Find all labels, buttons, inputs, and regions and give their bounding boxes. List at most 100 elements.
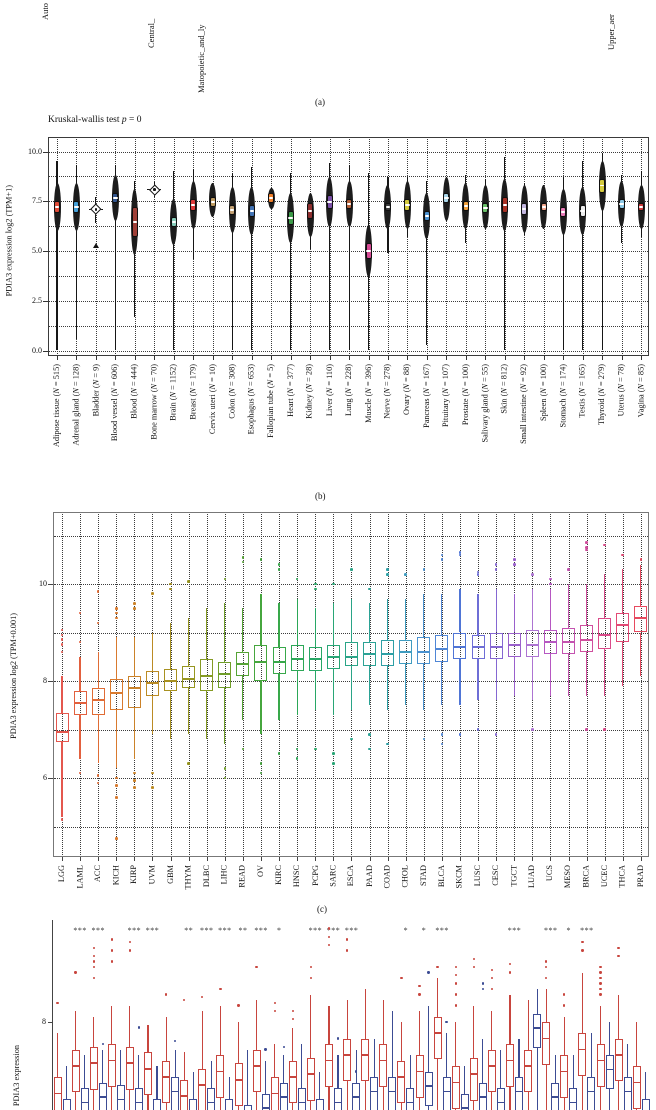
grid-vline [115, 139, 117, 354]
outlier-dot [282, 1045, 285, 1048]
median-line [234, 1078, 243, 1081]
outlier-dot [599, 982, 602, 985]
x-tick-mark [563, 356, 565, 360]
median-line [379, 1059, 388, 1062]
median-line [596, 1059, 605, 1062]
violin-body [579, 187, 587, 236]
outlier-dot [603, 543, 606, 547]
italic-n: N [499, 388, 509, 394]
sig-stars: ** [184, 926, 194, 935]
box [453, 632, 467, 660]
violin-body [306, 193, 314, 238]
median-dash [619, 203, 624, 206]
whisker-upper [536, 989, 538, 1014]
outlier-dot [169, 587, 172, 591]
x-tick-mark [387, 356, 389, 360]
sig-stars: *** [580, 926, 594, 935]
grid-hline [49, 176, 648, 178]
whisker-upper [147, 1024, 149, 1053]
grid-vline [76, 139, 78, 354]
italic-n: N [188, 388, 198, 394]
outlier-dot [427, 971, 430, 974]
tissue-source-label: Matopoietic_and_ly [196, 24, 206, 93]
box [423, 211, 430, 222]
whisker-upper [274, 1044, 276, 1077]
x-tick-mark [640, 857, 642, 861]
category-label: Fallopian tube (N = 5) [266, 364, 276, 438]
category-label: Bone marrow (N = 70) [149, 364, 159, 440]
italic-n: N [383, 388, 392, 394]
median-line [308, 658, 322, 661]
whisker-lower [531, 656, 533, 701]
sig-stars: * [566, 926, 572, 935]
diamond-whisker [88, 209, 103, 211]
median-line [182, 677, 196, 680]
normal-box [460, 1093, 469, 1110]
median-line [272, 660, 286, 663]
median-dash [483, 207, 488, 209]
violin-range-line [192, 169, 194, 259]
italic-n: N [324, 387, 334, 394]
whisker-lower [115, 710, 117, 769]
median-line [107, 1059, 116, 1062]
box [471, 634, 485, 660]
grid-hline [49, 201, 648, 203]
normal-box [478, 1082, 487, 1110]
grid-vline [224, 514, 226, 855]
whisker-lower [608, 1089, 611, 1110]
box [384, 203, 391, 212]
panel-c-label: (c) [317, 904, 327, 914]
sig-stars: *** [254, 926, 268, 935]
whisker-lower [242, 676, 244, 720]
category-label: Vagina (N = 85) [636, 364, 646, 418]
outlier-dot [332, 582, 335, 586]
whisker-lower [93, 1089, 95, 1110]
violin-range-line [75, 165, 77, 339]
outlier-dot [549, 582, 552, 586]
grid-vline [170, 514, 172, 855]
x-tick-mark [586, 857, 588, 861]
sig-stars: *** [200, 926, 214, 935]
box [443, 193, 450, 204]
outlier-dot [313, 747, 317, 751]
median-dash [463, 205, 469, 208]
grid-vline [62, 514, 63, 855]
outlier-dot [128, 941, 132, 944]
median-line [127, 687, 141, 690]
violin-body [598, 161, 606, 212]
median-line [164, 680, 178, 682]
median-line [297, 1101, 306, 1104]
whisker-upper [246, 1049, 249, 1105]
grid-vline [329, 139, 331, 354]
sig-stars: *** [507, 926, 522, 935]
median-line [616, 624, 630, 627]
box [248, 205, 255, 218]
violin-range-line [621, 175, 623, 244]
box [326, 644, 340, 669]
violin-body [520, 185, 528, 234]
grid-vline [242, 514, 244, 855]
x-tick-mark [423, 857, 425, 861]
normal-box [533, 1013, 542, 1048]
grid-vline [407, 139, 409, 354]
grid-vline [602, 139, 604, 354]
tumor-box [343, 1038, 352, 1082]
violin-range-line [406, 177, 408, 238]
outlier-dot [255, 965, 258, 969]
median-line [562, 641, 576, 644]
median-dash [307, 210, 313, 212]
whisker-upper [169, 622, 172, 669]
category-label: Lung (N = 228) [344, 364, 354, 416]
whisker-lower [387, 666, 389, 711]
normal-box [207, 1088, 216, 1110]
outlier-dot [273, 1009, 276, 1013]
sig-stars: *** [73, 926, 87, 935]
y-tick-label: 10 [39, 579, 47, 588]
grid-vline [532, 514, 534, 855]
whisker-upper [75, 1011, 77, 1050]
median-line [587, 1090, 596, 1093]
grid-vline [563, 139, 565, 354]
grid-vline [543, 139, 545, 354]
category-label: KIRC [274, 865, 284, 885]
box [112, 193, 119, 204]
